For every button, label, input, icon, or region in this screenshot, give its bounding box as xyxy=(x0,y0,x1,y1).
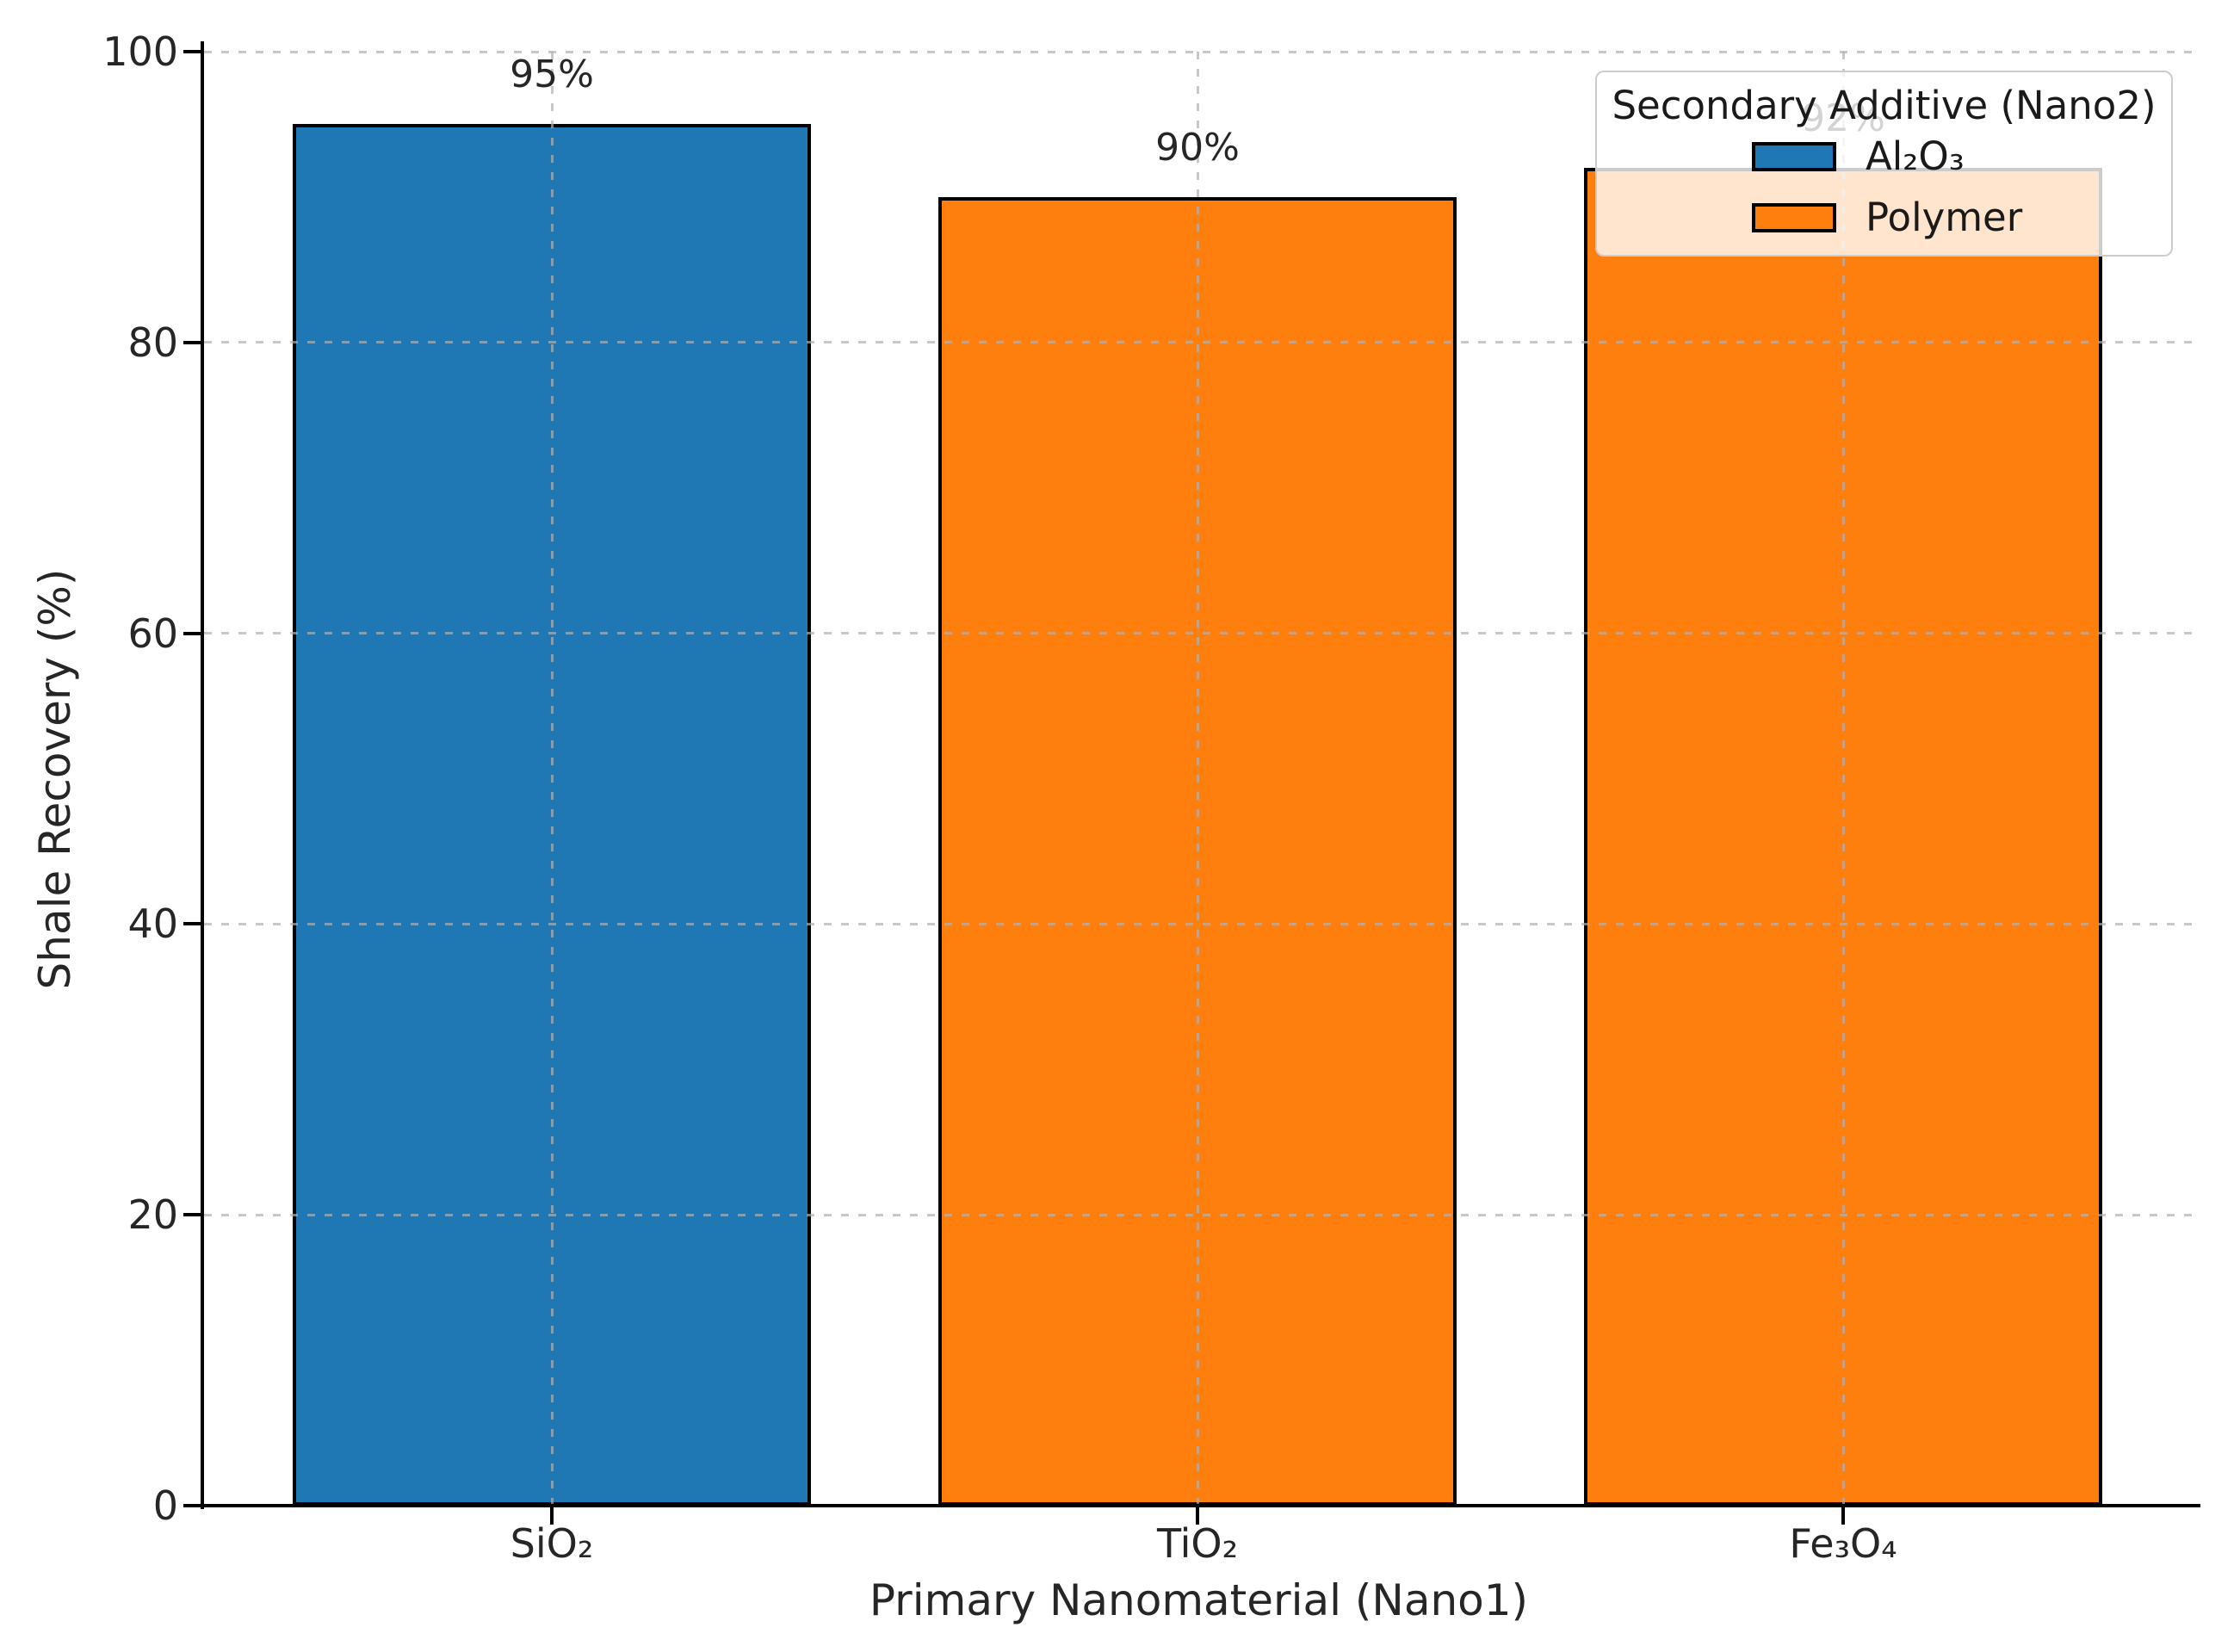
y-tick-0 xyxy=(183,1504,201,1507)
legend-rows: Al₂O₃ Polymer xyxy=(1752,133,2171,240)
gridline-x-1 xyxy=(1196,52,1199,1506)
y-tick-label-80: 80 xyxy=(127,319,178,366)
y-tick-label-20: 20 xyxy=(127,1191,178,1239)
legend: Secondary Additive (Nano2) Al₂O₃ Polymer xyxy=(1595,71,2173,257)
bar-value-label-0: 95% xyxy=(510,53,594,97)
legend-swatch-polymer-icon xyxy=(1752,203,1836,232)
gridline-y-40 xyxy=(204,922,2194,925)
y-tick-40 xyxy=(183,922,201,926)
x-tick-label-1: TiO₂ xyxy=(1156,1520,1239,1567)
legend-title: Secondary Additive (Nano2) xyxy=(1612,83,2156,128)
y-tick-20 xyxy=(183,1213,201,1217)
legend-swatch-al2o3-icon xyxy=(1752,142,1836,171)
y-tick-60 xyxy=(183,631,201,635)
legend-label-polymer: Polymer xyxy=(1866,195,2023,240)
y-tick-80 xyxy=(183,340,201,344)
legend-item-al2o3: Al₂O₃ xyxy=(1752,133,2171,179)
gridline-y-60 xyxy=(204,632,2194,635)
x-axis-spine xyxy=(201,1504,2200,1507)
x-tick-label-2: Fe₃O₄ xyxy=(1789,1520,1897,1567)
x-tick-label-0: SiO₂ xyxy=(510,1520,594,1567)
gridline-y-100 xyxy=(204,50,2194,53)
gridline-x-2 xyxy=(1841,52,1845,1506)
gridline-y-80 xyxy=(204,341,2194,344)
bar-value-label-1: 90% xyxy=(1155,125,1240,170)
y-tick-label-0: 0 xyxy=(152,1482,178,1529)
x-tick-0 xyxy=(550,1507,554,1525)
legend-label-al2o3: Al₂O₃ xyxy=(1866,133,1965,179)
x-axis-title: Primary Nanomaterial (Nano1) xyxy=(869,1575,1529,1625)
y-tick-label-60: 60 xyxy=(127,609,178,657)
x-tick-1 xyxy=(1196,1507,1199,1525)
y-tick-label-100: 100 xyxy=(102,28,178,75)
gridline-x-0 xyxy=(550,52,554,1506)
legend-item-polymer: Polymer xyxy=(1752,195,2171,240)
gridline-y-20 xyxy=(204,1213,2194,1216)
y-tick-label-40: 40 xyxy=(127,900,178,948)
x-tick-2 xyxy=(1841,1507,1845,1525)
y-tick-100 xyxy=(183,50,201,53)
y-axis-spine xyxy=(201,41,204,1509)
